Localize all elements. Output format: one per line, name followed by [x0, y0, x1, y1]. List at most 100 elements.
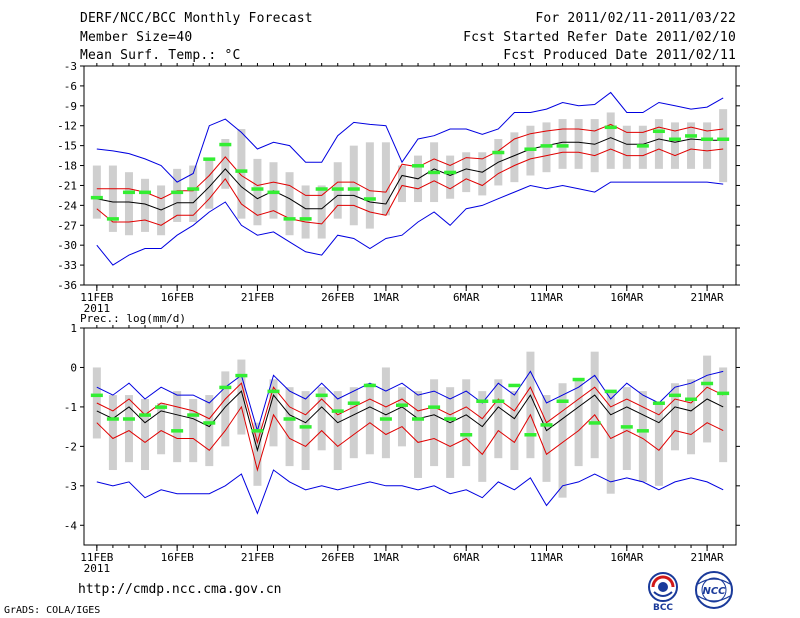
spread-box: [494, 379, 503, 459]
forecast-period-label: For 2011/02/11-2011/03/22: [535, 11, 736, 26]
x-tick-label: 11FEB: [80, 291, 113, 304]
y-tick-label: -9: [64, 100, 77, 113]
x-tick-label: 21FEB: [241, 291, 274, 304]
spread-box: [606, 391, 615, 494]
observed-marker: [540, 144, 553, 148]
spread-box: [285, 387, 294, 467]
observed-marker: [428, 405, 441, 409]
forecast-produced-label: Fcst Produced Date 2011/02/11: [503, 48, 736, 63]
spread-box: [719, 109, 728, 183]
spread-box: [590, 119, 599, 173]
forecast-started-label: Fcst Started Refer Date 2011/02/10: [463, 30, 736, 45]
y-tick-label: -2: [64, 440, 77, 453]
observed-marker: [155, 405, 168, 409]
precip-variable-label: Prec.: log(mm/d): [80, 312, 186, 325]
x-tick-label: 6MAR: [453, 291, 480, 304]
spread-box: [381, 142, 390, 216]
observed-marker: [122, 190, 135, 195]
spread-box: [558, 119, 567, 169]
observed-marker: [106, 217, 119, 221]
x-tick-label: 21FEB: [241, 551, 274, 564]
max-member-line: [96, 370, 724, 433]
spread-box: [301, 391, 310, 471]
spread-box: [173, 168, 182, 222]
y-tick-label: 1: [70, 322, 77, 335]
y-tick-label: -18: [57, 160, 77, 173]
observed-marker: [315, 393, 328, 398]
x-tick-label: 26FEB: [321, 551, 354, 564]
observed-marker: [363, 383, 376, 388]
x-tick-label: 16FEB: [161, 291, 194, 304]
x-year-label: 2011: [84, 302, 111, 315]
min-member-line: [96, 181, 724, 266]
spread-box: [478, 391, 487, 482]
spread-box: [108, 165, 117, 232]
observed-marker: [331, 187, 344, 191]
y-tick-label: -30: [57, 239, 77, 252]
spread-box: [510, 391, 519, 471]
observed-marker: [508, 383, 521, 388]
spread-box: [606, 112, 615, 169]
observed-marker: [283, 217, 296, 221]
spread-box: [430, 379, 439, 467]
observed-marker: [299, 425, 312, 429]
observed-marker: [347, 401, 360, 405]
y-tick-label: -3: [64, 60, 77, 73]
spread-box: [253, 422, 262, 486]
spread-box: [253, 158, 262, 226]
y-tick-label: -3: [64, 480, 77, 493]
y-tick-label: -6: [64, 80, 77, 93]
observed-marker: [267, 190, 280, 195]
observed-marker: [717, 391, 730, 396]
spread-box: [141, 399, 150, 471]
precipitation-plot: Prec.: log(mm/d)1 0 -1 -2 -3 -4 11FEB 16FEB 21FE…: [64, 312, 740, 575]
spread-box: [365, 383, 374, 455]
spread-box: [574, 119, 583, 169]
observed-marker: [203, 421, 216, 425]
observed-marker: [219, 385, 232, 390]
spread-box: [414, 391, 423, 478]
y-tick-label: -33: [57, 259, 77, 272]
observed-marker: [171, 190, 184, 195]
observed-marker: [492, 399, 505, 403]
spread-box: [719, 367, 728, 463]
observed-marker: [604, 389, 617, 394]
upper-spread-line: [96, 382, 724, 445]
observed-marker: [540, 423, 553, 427]
spread-box: [92, 165, 101, 219]
observed-marker: [139, 413, 152, 417]
x-tick-label: 26FEB: [321, 291, 354, 304]
spread-box: [205, 395, 214, 467]
spread-box: [173, 391, 182, 463]
spread-box: [462, 379, 471, 467]
x-tick-label: 21MAR: [691, 291, 724, 304]
observed-marker: [219, 142, 232, 147]
spread-box: [108, 395, 117, 471]
y-tick-label: -1: [64, 401, 77, 414]
observed-marker: [685, 397, 698, 402]
spread-box: [670, 122, 679, 169]
spread-box: [301, 185, 310, 239]
y-tick-label: -12: [57, 120, 77, 133]
observed-marker: [315, 187, 328, 191]
grads-credit: GrADS: COLA/IGES: [4, 605, 101, 616]
x-tick-label: 16MAR: [610, 551, 643, 564]
x-tick-label: 6MAR: [453, 551, 480, 564]
y-tick-label: 0: [70, 361, 77, 374]
observed-marker: [685, 134, 698, 138]
observed-marker: [299, 217, 312, 221]
observed-marker: [347, 187, 360, 191]
spread-box: [462, 152, 471, 193]
observed-marker: [652, 129, 665, 134]
y-tick-label: -21: [57, 179, 77, 192]
x-tick-label: 1MAR: [373, 291, 400, 304]
source-url[interactable]: http://cmdp.ncc.cma.gov.cn: [78, 582, 282, 597]
spread-box: [574, 379, 583, 467]
observed-marker: [524, 147, 537, 151]
spread-box: [654, 119, 663, 169]
observed-marker: [588, 421, 601, 425]
x-tick-label: 21MAR: [691, 551, 724, 564]
observed-marker: [412, 417, 425, 421]
observed-marker: [139, 190, 152, 195]
